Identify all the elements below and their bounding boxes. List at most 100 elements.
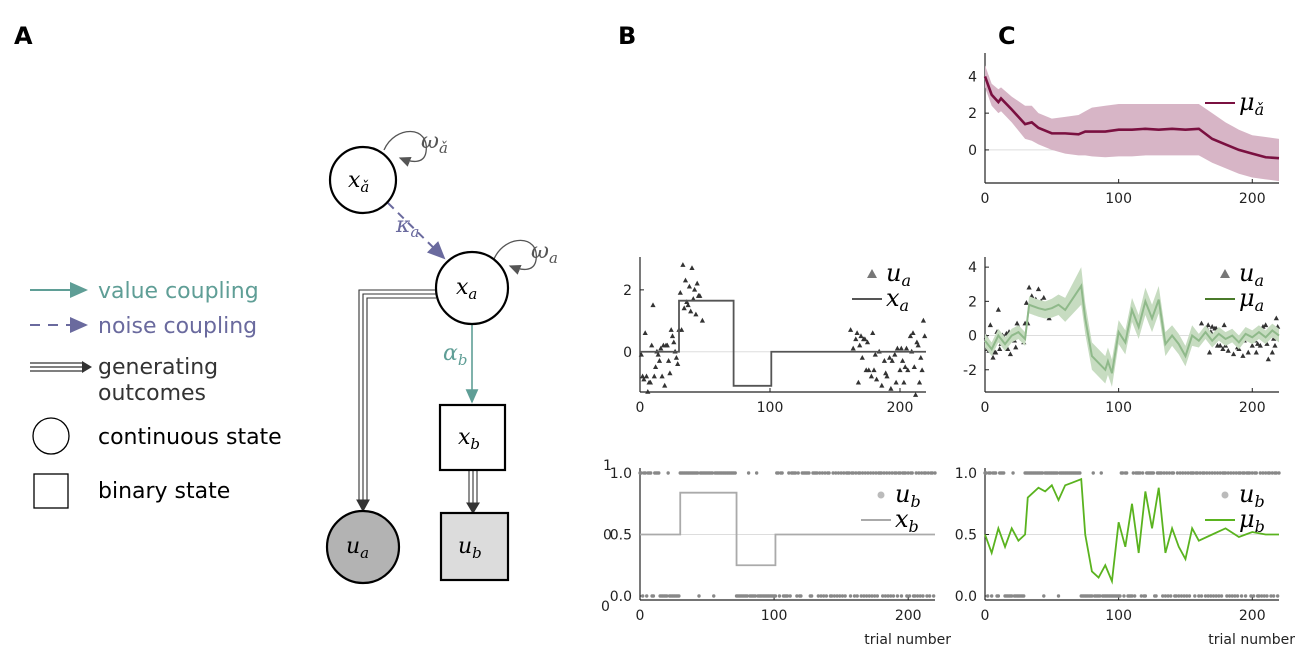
node-x-acheck	[328, 145, 398, 215]
u-a-point	[1217, 342, 1223, 348]
u-b-point	[885, 471, 889, 475]
u-a-point	[1272, 342, 1278, 348]
circle-icon	[32, 417, 70, 455]
u-b-point	[993, 471, 998, 475]
u-b-point	[863, 471, 867, 475]
x-tick-label: 200	[895, 608, 922, 624]
y-tick-label: 1.0	[610, 466, 632, 482]
u-b-point	[1214, 594, 1218, 598]
u-a-point	[1263, 322, 1269, 328]
u-a-point	[679, 327, 685, 332]
u-b-point	[1251, 594, 1256, 598]
u-a-point	[680, 262, 686, 267]
u-b-point	[985, 594, 990, 598]
u-a-point	[685, 302, 691, 308]
u-a-point	[993, 349, 999, 355]
u-a-point	[659, 373, 665, 379]
u-b-point	[1185, 594, 1189, 598]
u-b-point	[919, 471, 924, 475]
u-a-point	[671, 339, 677, 345]
u-b-point	[1234, 471, 1238, 475]
u-b-point	[697, 594, 701, 598]
u-b-point	[754, 471, 759, 475]
u-a-point	[643, 373, 650, 379]
u-a-point	[922, 333, 928, 339]
u-b-point	[824, 594, 829, 598]
u-b-point	[823, 471, 827, 475]
chart-c-top: 0 100 200 0 2 4 μǎ	[968, 53, 1280, 207]
u-a-point	[1014, 320, 1020, 326]
u-a-point	[1205, 322, 1211, 328]
u-b-point	[931, 594, 936, 598]
u-a-point	[884, 373, 890, 379]
u-a-point	[872, 351, 878, 357]
u-b-point	[1231, 471, 1236, 475]
u-b-point	[1118, 594, 1122, 598]
u-b-point	[915, 594, 920, 598]
u-a-point	[1023, 300, 1030, 305]
u-b-point	[1165, 471, 1169, 475]
u-a-point	[900, 358, 906, 363]
u-b-point	[1235, 594, 1240, 598]
square-icon	[33, 473, 69, 509]
u-b-point	[1198, 471, 1202, 475]
u-a-point	[854, 330, 860, 335]
u-b-point	[913, 594, 917, 598]
u-a-point	[658, 345, 664, 351]
u-b-point	[1161, 594, 1165, 598]
u-b-point	[926, 471, 930, 475]
y-tick-label: 1.0	[955, 466, 977, 482]
u-a-point	[1220, 346, 1226, 352]
u-b-point	[894, 471, 898, 475]
u-b-point	[1191, 471, 1196, 475]
u-a-point	[915, 342, 921, 348]
u-a-point	[1269, 349, 1275, 355]
y-tick-label: 4	[968, 260, 977, 276]
u-a-point	[1225, 347, 1231, 353]
u-b-point	[1098, 594, 1102, 598]
u-a-point	[1245, 349, 1251, 355]
u-b-point	[996, 594, 1001, 598]
u-b-point	[898, 471, 902, 475]
u-a-point	[871, 367, 877, 373]
u-a-point	[868, 373, 874, 379]
legend-label-u_a: ua	[1239, 259, 1264, 290]
u-b-point	[776, 471, 780, 475]
u-b-point	[1197, 594, 1201, 598]
u-b-point	[1171, 471, 1176, 475]
u-a-point	[645, 389, 651, 394]
u-a-point	[647, 379, 653, 385]
x-tick-label: 200	[887, 400, 914, 416]
u-b-point	[839, 471, 843, 475]
legend-label-u_b: ub	[895, 480, 921, 511]
u-b-point	[795, 594, 799, 598]
u-b-point	[651, 594, 656, 598]
u-b-point	[1203, 594, 1208, 598]
u-b-point	[1166, 594, 1170, 598]
legend-label-μ_a: μa	[1239, 284, 1264, 315]
u-b-point	[1213, 471, 1217, 475]
u-b-point	[1254, 471, 1258, 475]
u-a-point	[864, 339, 871, 345]
u-b-point	[1219, 594, 1224, 598]
u-b-point	[1132, 594, 1137, 598]
diagram: xǎ xa xb ua ub κa αb ωǎ ωa	[325, 129, 558, 585]
u-b-point	[1193, 594, 1197, 598]
y-tick-label: 2	[968, 106, 977, 122]
u-b-point	[855, 594, 859, 598]
u-a-point	[651, 373, 657, 379]
legend-generating: generating	[98, 355, 218, 380]
uncertainty-band	[985, 267, 1279, 387]
u-b-point	[1259, 594, 1264, 598]
u-a-point	[905, 367, 911, 373]
u-b-point	[872, 594, 877, 598]
u-b-point	[1230, 594, 1234, 598]
u-b-point	[1187, 594, 1192, 598]
u-b-point	[1179, 594, 1184, 598]
u-a-point	[653, 364, 659, 370]
u-a-point	[888, 385, 894, 391]
u-a-point	[916, 379, 923, 385]
u-b-point	[882, 471, 886, 475]
u-b-point	[854, 471, 858, 475]
x-tick-label: 100	[1105, 400, 1132, 416]
